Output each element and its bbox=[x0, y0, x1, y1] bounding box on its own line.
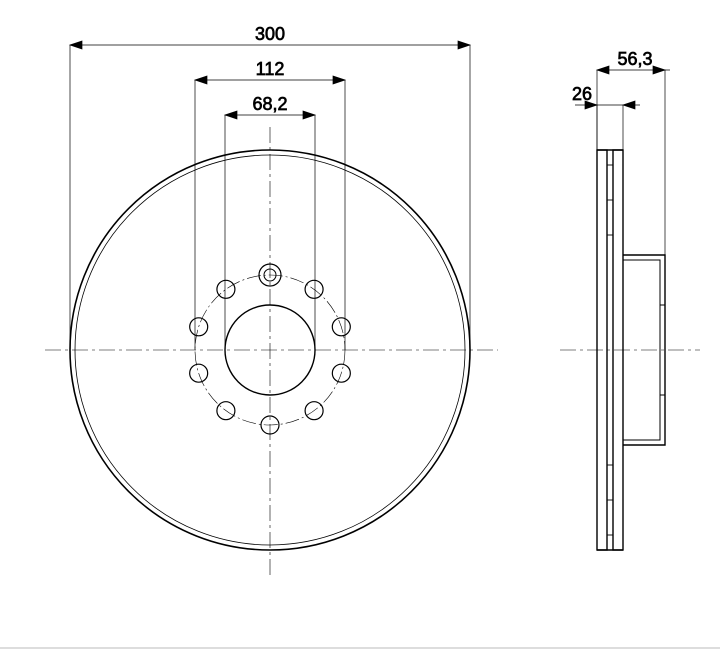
dim-68: 68,2 bbox=[252, 94, 287, 114]
side-view bbox=[560, 150, 700, 550]
front-view bbox=[45, 127, 498, 575]
drawing-canvas: 300 112 68,2 56,3 26 bbox=[0, 0, 720, 650]
dim-56: 56,3 bbox=[617, 49, 652, 69]
dimensions-side: 56,3 26 bbox=[572, 49, 670, 255]
dim-26: 26 bbox=[572, 84, 592, 104]
technical-drawing: 300 112 68,2 56,3 26 bbox=[0, 0, 720, 650]
dim-300: 300 bbox=[255, 24, 285, 44]
dim-112: 112 bbox=[256, 59, 285, 79]
